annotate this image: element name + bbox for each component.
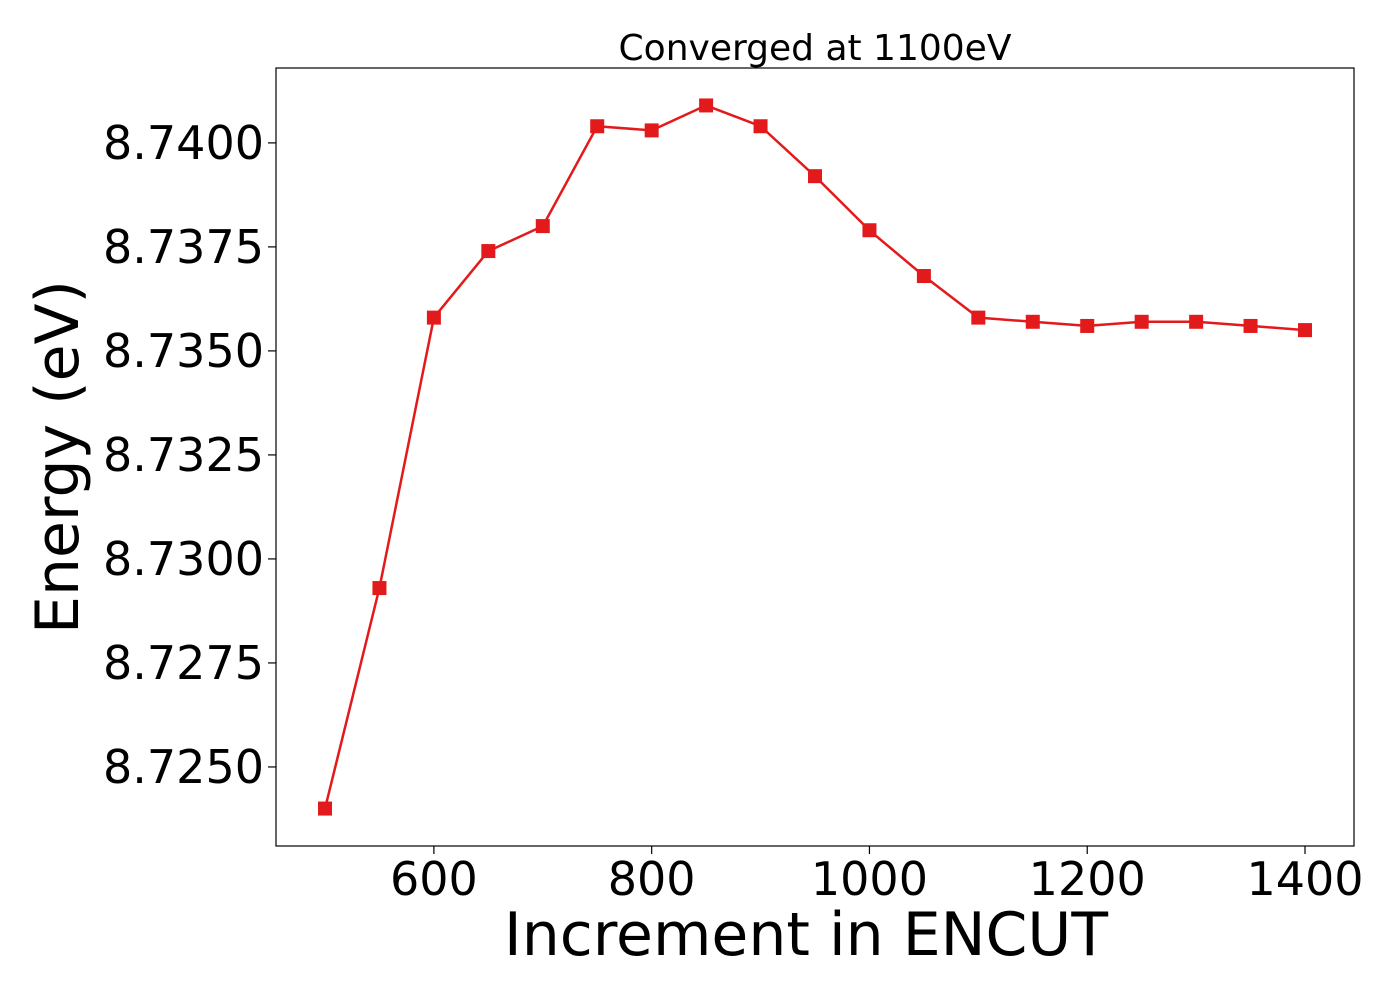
y-axis-label: Energy (eV): [23, 280, 93, 634]
data-point-marker: [1189, 314, 1204, 329]
chart-title: Converged at 1100eV: [619, 28, 1012, 69]
x-tick-label: 1000: [811, 852, 928, 906]
data-point-marker: [481, 244, 496, 259]
x-axis-label: Increment in ENCUT: [504, 900, 1108, 970]
data-point-marker: [971, 310, 986, 325]
data-point-marker: [1025, 314, 1040, 329]
y-tick-label: 8.7325: [103, 428, 264, 482]
y-tick-label: 8.7400: [103, 116, 264, 170]
data-point-marker: [426, 310, 441, 325]
data-point-marker: [862, 223, 877, 238]
data-point-marker: [1134, 314, 1149, 329]
data-point-marker: [753, 119, 768, 134]
y-tick-label: 8.7300: [103, 532, 264, 586]
data-point-marker: [1298, 323, 1312, 338]
data-point-marker: [699, 98, 714, 113]
y-axis: 8.7250 8.7275 8.7300 8.7325 8.7350 8.7375 8.74…: [103, 116, 276, 794]
x-tick-label: 1400: [1246, 852, 1363, 906]
data-point-marker: [644, 123, 659, 138]
x-axis: 600 800 1000 1200 1400: [390, 846, 1364, 906]
data-point-marker: [1243, 318, 1258, 333]
series-layer: [318, 98, 1312, 816]
plot-area-frame: [275, 67, 1355, 847]
data-point-marker: [1080, 318, 1095, 333]
data-point-marker: [916, 269, 931, 284]
data-point-marker: [535, 219, 550, 234]
x-tick-label: 600: [390, 852, 478, 906]
y-tick-label: 8.7250: [103, 740, 264, 794]
data-point-marker: [808, 169, 822, 184]
y-tick-label: 8.7375: [103, 220, 264, 274]
data-point-marker: [372, 581, 387, 596]
y-tick-label: 8.7275: [103, 636, 264, 690]
data-point-marker: [318, 801, 332, 816]
data-point-marker: [590, 119, 605, 134]
x-tick-label: 1200: [1029, 852, 1146, 906]
y-tick-label: 8.7350: [103, 324, 264, 378]
x-tick-label: 800: [608, 852, 696, 906]
